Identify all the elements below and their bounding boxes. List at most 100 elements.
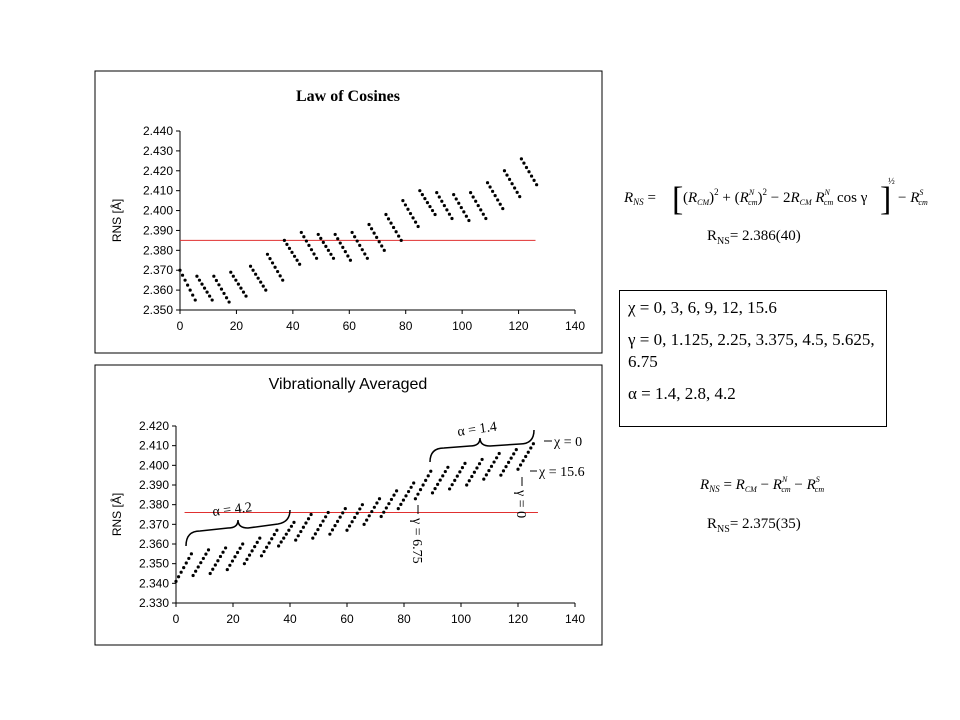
data-point — [239, 286, 243, 290]
data-point — [353, 515, 357, 520]
data-point — [529, 174, 534, 178]
data-point — [487, 468, 491, 473]
data-point — [369, 227, 374, 231]
data-point — [313, 532, 317, 536]
data-point — [509, 456, 513, 460]
chi-values: χ = 0, 3, 6, 9, 12, 15.6 — [628, 298, 777, 317]
data-point — [391, 225, 396, 230]
data-point — [265, 252, 270, 256]
data-point — [348, 258, 353, 262]
data-point — [433, 212, 437, 217]
data-point — [191, 293, 195, 297]
data-point — [338, 241, 342, 245]
annotation-alpha-left: α = 4.2 — [212, 500, 253, 520]
data-point — [437, 195, 441, 199]
data-point — [285, 242, 289, 246]
data-point — [524, 165, 529, 170]
x-tick-label: 0 — [173, 612, 180, 626]
data-point — [228, 563, 232, 567]
data-point — [199, 561, 203, 565]
data-point — [282, 536, 286, 540]
data-point — [259, 554, 264, 558]
data-point — [514, 448, 518, 452]
data-point — [358, 243, 362, 247]
data-point — [394, 489, 399, 493]
data-point — [216, 559, 220, 563]
data-point — [174, 579, 178, 583]
data-point — [218, 554, 223, 559]
data-point — [425, 201, 430, 205]
data-point — [463, 461, 467, 465]
data-point — [443, 469, 447, 474]
data-point — [507, 177, 512, 181]
data-point — [515, 190, 519, 194]
data-point — [355, 239, 359, 243]
y-tick-label: 2.360 — [139, 537, 169, 551]
data-point — [413, 497, 417, 501]
data-point — [292, 254, 297, 258]
data-point — [504, 465, 508, 469]
data-point — [464, 214, 468, 218]
data-point — [273, 265, 277, 269]
data-point — [413, 220, 418, 224]
data-point — [302, 235, 306, 239]
gamma-values: γ = 0, 1.125, 2.25, 3.375, 4.5, 5.625, 6… — [628, 330, 875, 371]
data-point — [387, 502, 391, 506]
data-point — [277, 544, 281, 548]
chart2-frame — [94, 364, 603, 646]
y-tick-label: 2.420 — [139, 419, 169, 433]
data-point — [205, 290, 209, 294]
x-tick-label: 80 — [399, 319, 413, 333]
svg-text:]: ] — [880, 181, 891, 218]
data-point — [441, 474, 445, 478]
data-point — [501, 206, 505, 211]
y-tick-label: 2.380 — [143, 243, 173, 257]
data-point — [465, 483, 469, 487]
y-tick-label: 2.370 — [143, 263, 173, 277]
data-point — [289, 524, 294, 528]
data-point — [292, 520, 296, 524]
data-point — [457, 201, 461, 205]
data-point — [375, 501, 379, 505]
data-point — [210, 298, 214, 302]
data-point — [331, 256, 336, 260]
data-point — [448, 487, 452, 491]
data-point — [178, 268, 182, 272]
y-axis-label: RNS [Å] — [109, 493, 124, 536]
x-tick-label: 100 — [451, 612, 471, 626]
data-point — [241, 542, 245, 546]
data-point — [236, 282, 241, 286]
data-point — [353, 235, 357, 239]
data-point — [360, 503, 364, 507]
data-point — [365, 518, 369, 522]
data-point — [294, 538, 298, 542]
data-point — [497, 451, 501, 456]
data-point — [481, 212, 485, 216]
y-tick-label: 2.410 — [143, 184, 173, 198]
data-point — [450, 216, 454, 221]
data-point — [255, 540, 259, 544]
data-point — [450, 483, 454, 487]
data-point — [367, 514, 371, 518]
x-tick-label: 140 — [565, 319, 585, 333]
data-point — [259, 280, 263, 284]
data-point — [527, 170, 531, 174]
data-point — [282, 238, 286, 242]
data-point — [261, 284, 265, 288]
x-tick-label: 0 — [177, 319, 184, 333]
data-point — [512, 452, 516, 456]
data-point — [256, 276, 260, 280]
data-point — [416, 492, 420, 496]
data-point — [309, 512, 313, 517]
data-point — [358, 507, 362, 511]
data-point — [455, 474, 459, 478]
data-point — [380, 244, 384, 248]
data-point — [287, 246, 292, 250]
data-point — [195, 274, 199, 278]
data-point — [287, 528, 291, 532]
alpha-values: α = 1.4, 2.8, 4.2 — [628, 384, 736, 403]
annotation-chi-top: χ = 0 — [553, 435, 582, 450]
data-point — [227, 300, 231, 304]
data-point — [382, 248, 386, 252]
